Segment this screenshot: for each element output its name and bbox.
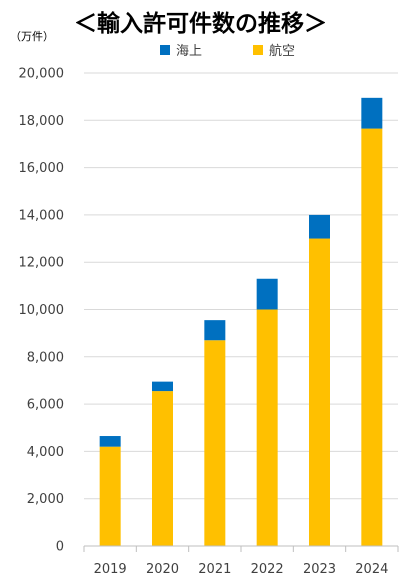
y-tick-label: 14,000 [19, 208, 65, 223]
x-tick-label: 2024 [355, 562, 388, 577]
gridlines [84, 72, 398, 500]
chart-title: ＜輸入許可件数の推移＞ [74, 11, 327, 37]
y-tick-label: 8,000 [27, 350, 64, 365]
bar-air [309, 238, 330, 547]
bar-sea [152, 381, 173, 392]
y-tick-label: 6,000 [27, 398, 64, 413]
legend-label-sea: 海上 [176, 44, 203, 59]
legend-item-sea: 海上 [160, 40, 202, 59]
bar-sea [309, 214, 330, 239]
bar-air [99, 446, 121, 546]
y-tick-label: 0 [56, 540, 64, 555]
y-tick-label: 16,000 [19, 161, 65, 176]
x-tick-label: 2023 [303, 562, 336, 577]
x-tick-label: 2022 [251, 562, 284, 577]
bars [99, 97, 383, 547]
bar-air [204, 340, 226, 546]
legend-swatch-sea [160, 44, 170, 55]
bar-sea [99, 436, 121, 447]
x-tick-label: 2020 [146, 562, 179, 577]
legend-item-air: 航空 [253, 40, 295, 59]
bar-air [256, 309, 278, 546]
axes: 0 2,000 4,000 6,000 8,000 10,000 12,000 14,000 1… [19, 67, 399, 577]
bar-air [361, 128, 383, 546]
y-tick-label: 12,000 [19, 256, 65, 271]
x-tick-label: 2019 [94, 562, 127, 577]
bar-air [152, 391, 173, 546]
legend-label-air: 航空 [269, 44, 296, 59]
bar-sea [361, 97, 383, 129]
bar-sea [256, 278, 278, 310]
y-tick-label: 20,000 [19, 67, 65, 82]
y-tick-label: 10,000 [19, 303, 65, 318]
y-tick-label: 18,000 [19, 114, 65, 129]
x-tick-label: 2021 [198, 562, 231, 577]
legend-swatch-air [253, 44, 263, 55]
y-axis-unit-label: （万件） [10, 30, 54, 43]
bar-sea [204, 320, 226, 341]
legend: 海上 航空 [0, 40, 401, 59]
y-tick-label: 2,000 [27, 492, 64, 507]
y-tick-label: 4,000 [27, 445, 64, 460]
